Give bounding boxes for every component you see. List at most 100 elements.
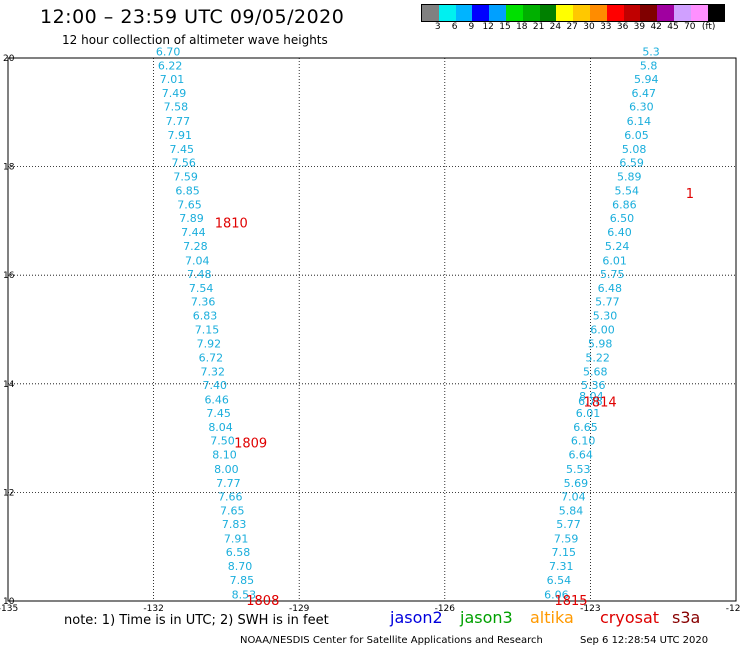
color-scale-label: 6 <box>451 22 458 32</box>
color-scale-label: 45 <box>667 22 679 32</box>
swh-value: 6.64 <box>568 449 593 462</box>
footnote: note: 1) Time is in UTC; 2) SWH is in fe… <box>64 613 329 628</box>
swh-value: 5.53 <box>566 463 591 476</box>
swh-value: 7.31 <box>549 560 574 573</box>
swh-value: 6.78 <box>578 395 603 408</box>
y-tick-label: 10 <box>3 597 15 607</box>
color-swatch <box>640 5 658 21</box>
swh-value: 5.24 <box>605 240 630 253</box>
swh-value: 5.22 <box>585 352 610 365</box>
swh-value: 5.8 <box>640 59 658 72</box>
swh-value: 7.56 <box>171 157 196 170</box>
color-scale-bar <box>421 4 726 22</box>
track-labels: 1808 1809 1810 1815 1814 1 <box>215 187 694 609</box>
color-scale-label: 70 <box>684 22 696 32</box>
swh-value: 6.00 <box>590 323 615 336</box>
swh-value: 8.00 <box>214 463 239 476</box>
x-tick-label: -123 <box>580 604 600 614</box>
swh-value: 5.75 <box>600 268 625 281</box>
color-scale-label: 27 <box>566 22 578 32</box>
swh-value: 7.49 <box>162 87 187 100</box>
swh-value: 5.08 <box>622 143 647 156</box>
swh-value: 5.36 <box>581 379 606 392</box>
swh-value: 6.70 <box>156 45 181 58</box>
swh-value: 5.84 <box>559 505 584 518</box>
color-scale-label: 36 <box>616 22 629 32</box>
swh-value: 7.91 <box>168 129 193 142</box>
track-time-label: 1808 <box>246 594 279 609</box>
track-time-label: 1815 <box>554 594 587 609</box>
color-swatch <box>505 5 523 21</box>
swh-value: 6.83 <box>193 310 218 323</box>
swh-value: 5.3 <box>642 45 660 58</box>
color-scale-label: 24 <box>549 22 562 32</box>
page-subtitle: 12 hour collection of altimeter wave hei… <box>62 33 328 47</box>
swh-value: 8.04 <box>579 390 604 403</box>
swh-value: 6.30 <box>629 101 654 114</box>
swh-value: 6.86 <box>612 198 637 211</box>
color-swatch <box>573 5 590 21</box>
swh-value: 7.65 <box>177 198 202 211</box>
swh-value: 6.14 <box>627 115 652 128</box>
color-scale-label: 33 <box>600 22 612 32</box>
swh-value: 7.32 <box>201 366 226 379</box>
swh-value: 6.40 <box>607 226 632 239</box>
axes: -135 -132 -129 -126 -123 -120 10 12 14 16 18 20 <box>0 54 740 614</box>
swh-value: 6.50 <box>610 212 635 225</box>
track-time-label: 1814 <box>584 395 617 410</box>
swh-value: 6.10 <box>571 435 596 448</box>
color-swatch <box>489 5 506 21</box>
swh-value: 7.54 <box>189 282 214 295</box>
swh-value: 6.72 <box>199 352 224 365</box>
swh-value: 7.15 <box>195 323 220 336</box>
x-tick-label: -120 <box>726 604 740 614</box>
swh-value: 6.47 <box>632 87 657 100</box>
swh-value: 6.48 <box>598 282 623 295</box>
swh-value: 8.04 <box>208 421 233 434</box>
swh-value: 6.01 <box>602 254 627 267</box>
swh-value: 7.77 <box>166 115 191 128</box>
y-tick-label: 12 <box>3 488 14 498</box>
color-scale-label: 30 <box>583 22 595 32</box>
plot-frame <box>7 57 737 602</box>
swh-value: 6.05 <box>624 129 649 142</box>
swh-value: 5.94 <box>634 73 659 86</box>
swh-value: 5.89 <box>617 171 642 184</box>
swh-value: 5.68 <box>583 366 608 379</box>
generation-timestamp: Sep 6 12:28:54 UTC 2020 <box>580 635 709 646</box>
swh-value: 7.85 <box>230 574 255 587</box>
grid-lines <box>8 58 736 601</box>
swh-value: 6.59 <box>619 157 644 170</box>
x-tick-label: -132 <box>143 604 163 614</box>
color-swatch <box>623 5 641 21</box>
x-tick-label: -135 <box>0 604 18 614</box>
color-swatch <box>589 5 607 21</box>
swh-value: 6.46 <box>204 393 229 406</box>
swh-value: 7.40 <box>203 379 228 392</box>
swh-value: 7.01 <box>160 73 185 86</box>
color-scale-label: 39 <box>633 22 646 32</box>
y-tick-label: 18 <box>3 163 15 173</box>
swh-value: 5.77 <box>556 518 581 531</box>
swh-value: 7.28 <box>183 240 208 253</box>
color-scale-label: (ft) <box>701 22 716 32</box>
color-scale-label: 12 <box>482 22 494 32</box>
swh-value: 7.45 <box>206 407 231 420</box>
swh-value: 5.54 <box>615 184 640 197</box>
color-scale-label: 42 <box>650 22 662 32</box>
color-swatch <box>556 5 574 21</box>
satellite-legend-item: cryosat <box>600 608 660 627</box>
swh-value: 6.22 <box>158 59 183 72</box>
swh-value: 6.06 <box>544 588 569 601</box>
satellite-legend-item: altika <box>530 608 574 627</box>
swh-value: 8.53 <box>232 588 257 601</box>
swh-value: 6.01 <box>576 407 601 420</box>
color-scale-label: 18 <box>516 22 528 32</box>
swh-value: 7.04 <box>185 254 210 267</box>
swh-value: 7.36 <box>191 296 216 309</box>
credit-line: NOAA/NESDIS Center for Satellite Applica… <box>240 635 543 646</box>
x-tick-label: -129 <box>289 604 310 614</box>
satellite-legend-item: jason3 <box>460 608 513 627</box>
swh-value: 7.15 <box>551 546 576 559</box>
